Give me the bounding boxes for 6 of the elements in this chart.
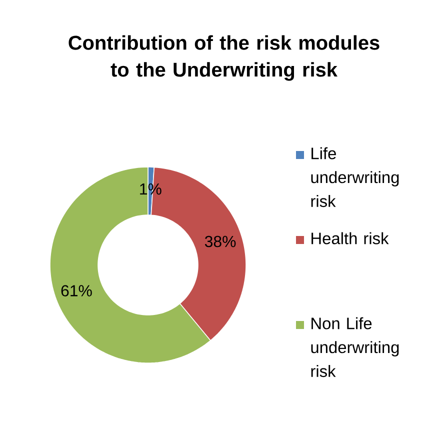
legend-label: Life underwriting risk xyxy=(311,147,399,208)
data-label: 38% xyxy=(204,236,236,248)
legend-label: Non Life underwriting risk xyxy=(311,317,399,378)
chart-title: Contribution of the risk modules to the Underwriting risk xyxy=(68,35,380,81)
data-label: 61% xyxy=(61,285,92,296)
legend-label: Health risk xyxy=(312,232,389,244)
